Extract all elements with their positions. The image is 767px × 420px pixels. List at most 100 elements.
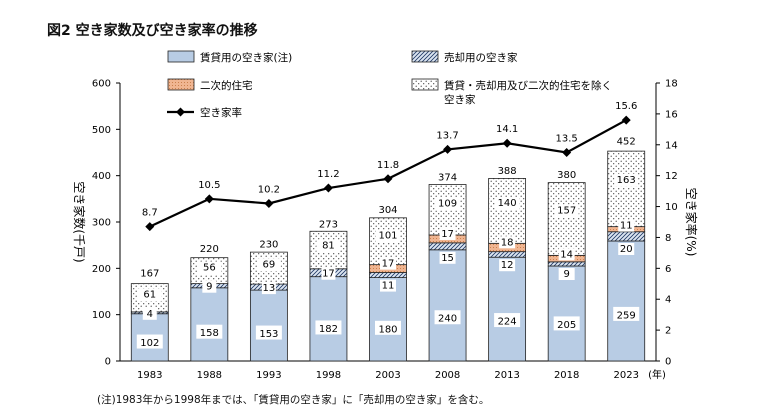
bar-other [547,182,586,256]
bar-rental [547,265,586,362]
label-rate: 13.5 [556,134,578,145]
label-box [558,248,575,261]
label-box [380,279,396,292]
label-total: 273 [319,220,338,231]
label-total: 220 [200,244,219,255]
label-secondary: 17 [441,229,454,240]
bar-other [488,178,527,244]
label-box [137,288,162,302]
label-for-sale: 9 [206,282,212,293]
label-other: 163 [617,175,636,186]
rate-point [323,183,333,193]
label-for-sale: 17 [322,269,335,280]
label-total: 380 [557,170,576,181]
rate-point [562,148,572,157]
rate-point [145,222,155,232]
label-total: 388 [498,166,517,177]
x-tick-label: 1983 [137,370,162,381]
label-total: 167 [140,269,159,280]
y-tick-label-left: 100 [92,310,111,321]
y-tick-label-right: 6 [665,264,671,275]
label-rental: 240 [438,314,457,325]
legend-line-marker [176,107,185,117]
label-rate: 10.5 [198,180,220,191]
label-for-sale: 13 [263,283,276,294]
label-box [196,324,223,339]
bar-rental [428,249,467,362]
bar-rental [190,287,229,362]
label-for-sale: 4 [147,309,153,320]
label-rate: 11.8 [377,160,399,171]
x-axis-unit: (年) [648,368,666,381]
y-tick-label-right: 18 [665,79,678,90]
label-rate: 13.7 [436,130,458,141]
label-box [375,320,401,335]
label-box [554,204,579,218]
label-box [435,197,460,211]
x-tick-label: 1998 [316,370,341,381]
label-for-sale: 12 [501,260,514,271]
bar-for-sale [428,242,467,251]
rate-point [443,144,453,154]
x-tick-label: 2003 [375,370,400,381]
y-tick-label-left: 400 [92,171,111,182]
bar-rental [488,256,527,362]
label-box [553,316,580,331]
x-tick-label: 1988 [197,370,222,381]
label-for-sale: 15 [441,253,454,264]
y-tick-label-right: 4 [665,295,671,306]
label-rental: 180 [378,324,397,335]
label-box [499,259,516,272]
label-other: 61 [143,289,156,300]
label-box [613,306,640,321]
label-box [315,320,342,335]
label-box [618,219,635,232]
label-rental: 259 [617,310,636,321]
x-tick-label: 2018 [554,370,579,381]
label-total: 230 [259,239,278,250]
label-rental: 158 [200,328,219,339]
bar-other [607,150,646,228]
label-secondary: 14 [560,249,573,260]
x-tick-label: 2013 [494,370,519,381]
label-box [142,307,157,320]
y-tick-label-right: 14 [665,140,678,151]
rate-point [204,194,214,204]
bar-for-sale [369,272,407,278]
label-other: 109 [438,199,457,210]
label-box [494,313,521,328]
legend-swatch-blue [167,50,195,63]
label-box [439,227,456,240]
y-tick-label-left: 0 [105,357,111,368]
label-box [439,251,456,264]
y-tick-label-left: 600 [92,79,111,90]
label-box [255,325,282,340]
legend-label: 賃貸用の空き家(注) [200,51,292,64]
label-for-sale: 9 [563,269,569,280]
label-other: 157 [557,205,576,216]
x-tick-label: 2008 [435,370,460,381]
bar-rental [607,240,646,362]
label-rental: 102 [140,338,159,349]
label-rate: 8.7 [142,208,158,219]
y-tick-label-right: 16 [665,109,678,120]
label-other: 140 [498,198,517,209]
bar-for-sale [547,261,586,267]
label-box [316,239,341,253]
label-rate: 14.1 [496,124,518,135]
label-rate: 11.2 [317,169,339,180]
legend-swatch-dots [411,78,439,91]
label-box [202,280,217,293]
label-other: 101 [378,231,397,242]
bar-for-sale [488,251,527,258]
label-total: 452 [617,137,636,148]
label-box [197,261,222,275]
label-box [558,268,575,281]
plot-area: 0 100 200 300 400 500 600 0 2 4 6 8 10 12 14 16 18 空き家数(千… [72,79,699,382]
legend-label: 売却用の空き家 [444,51,518,64]
rate-point [502,138,512,148]
legend-label: 賃貸・売却用及び二次的住宅を除く [444,79,612,92]
y-tick-label-right: 12 [665,171,678,182]
